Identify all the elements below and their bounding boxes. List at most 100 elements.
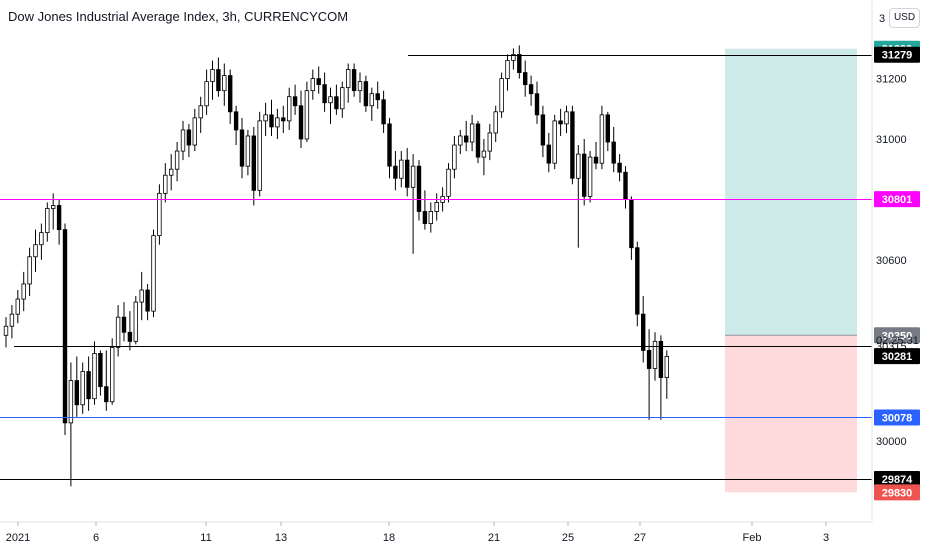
candle — [340, 81, 345, 118]
resistance-price-label: 31279 — [882, 50, 913, 62]
candle — [511, 48, 516, 70]
candle — [3, 317, 9, 348]
candle — [629, 196, 634, 260]
candle-body-down — [281, 117, 286, 122]
time-tick-label: 6 — [93, 532, 99, 544]
candle-body-down — [546, 144, 551, 164]
candle-body-down — [528, 84, 534, 95]
candle-body-down — [582, 153, 587, 197]
candle — [635, 241, 640, 327]
candle-body-up — [304, 90, 310, 140]
candle-body-up — [357, 81, 363, 92]
candle-body-down — [251, 135, 256, 191]
candle-body-up — [345, 69, 351, 89]
candle — [552, 114, 557, 170]
candle — [623, 166, 628, 209]
candle — [611, 126, 616, 173]
candle — [186, 123, 192, 158]
candle — [605, 111, 610, 152]
candle — [292, 84, 298, 115]
candle — [570, 105, 575, 185]
time-axis[interactable]: 2021 6 11 13 18 21 25 27 Feb 3 — [6, 522, 829, 544]
candle-body-up — [51, 205, 56, 209]
candle-body-up — [499, 78, 504, 113]
candle — [110, 338, 115, 405]
price-axis[interactable]: 30000 30600 31000 31200 3 — [876, 13, 907, 448]
candle — [233, 105, 239, 146]
position-stop-zone — [725, 335, 857, 493]
candle-body-up — [115, 316, 121, 348]
candle-body-down — [393, 165, 398, 179]
candle-body-up — [21, 283, 26, 300]
candle-body-up — [576, 153, 581, 179]
candle-body-down — [387, 123, 392, 167]
candle — [393, 151, 398, 191]
candle — [104, 350, 109, 411]
candle — [92, 341, 97, 405]
currency-button[interactable]: USD — [889, 8, 920, 28]
candle-body-up — [310, 78, 315, 92]
candle-body-up — [163, 174, 168, 194]
candle-body-up — [9, 313, 15, 327]
candle — [652, 332, 658, 381]
candle-body-up — [45, 208, 50, 234]
horizontal-lines[interactable] — [0, 55, 872, 480]
candle-body-down — [239, 129, 245, 167]
candle-body-up — [157, 192, 162, 237]
candle — [617, 154, 622, 182]
price-tick-label: 31000 — [876, 134, 907, 146]
candle — [204, 69, 209, 115]
candle-body-down — [635, 247, 640, 315]
candle-body-up — [275, 117, 280, 128]
candle-body-down — [86, 371, 91, 400]
candle — [251, 126, 256, 206]
candle-body-up — [222, 75, 227, 92]
candle — [51, 193, 56, 230]
candle-body-up — [428, 211, 433, 224]
time-tick-label: 27 — [634, 532, 646, 544]
chart-title: Dow Jones Industrial Average Index, 3h, … — [8, 9, 349, 24]
candle-body-down — [416, 165, 422, 212]
candlestick-series — [3, 45, 669, 487]
position-tool[interactable] — [725, 48, 857, 493]
entry-price-label: 30350 — [882, 330, 913, 342]
candle — [416, 160, 422, 221]
candle — [658, 335, 664, 420]
candle-body-down — [641, 313, 646, 351]
candle-body-down — [404, 159, 410, 188]
candle — [546, 132, 551, 173]
candle — [334, 84, 339, 115]
candle-body-down — [227, 75, 233, 113]
candle — [646, 329, 652, 420]
candle — [463, 120, 469, 152]
support-price-label-bg — [874, 471, 920, 488]
candle — [257, 111, 262, 197]
candle — [428, 202, 433, 233]
candle — [139, 271, 144, 321]
candle-body-down — [74, 380, 79, 406]
candle — [452, 135, 457, 179]
candle — [587, 151, 593, 203]
candle-body-up — [39, 232, 44, 246]
candle — [446, 163, 451, 203]
candle — [399, 151, 404, 188]
candle-body-down — [534, 93, 540, 116]
candle-body-up — [469, 123, 475, 143]
candle — [517, 45, 522, 79]
candle-body-up — [286, 96, 292, 122]
candle-body-down — [623, 171, 628, 200]
candle — [481, 139, 487, 176]
current-price-label-bg — [874, 348, 920, 365]
time-tick-label: 18 — [383, 532, 395, 544]
candle — [145, 283, 150, 321]
candle-body-down — [605, 114, 610, 143]
candle — [68, 362, 74, 487]
candle — [493, 105, 498, 143]
candle-body-up — [263, 114, 268, 122]
time-tick-label: 11 — [200, 532, 211, 544]
candle-body-down — [104, 386, 109, 403]
candle-body-down — [558, 120, 563, 125]
candle-body-down — [570, 111, 575, 179]
candle — [216, 57, 221, 97]
